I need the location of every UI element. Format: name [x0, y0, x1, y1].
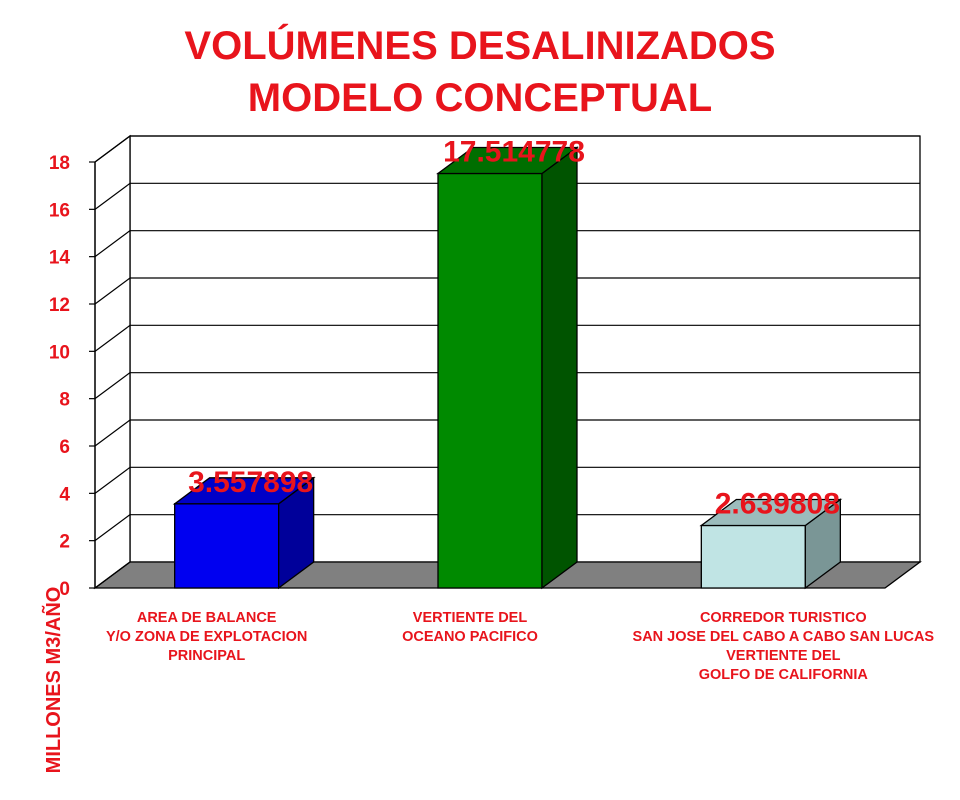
- gridline-diagonal: [94, 419, 131, 447]
- y-tick-label: 14: [49, 248, 71, 269]
- bar-side: [541, 146, 578, 590]
- x-tick-label: GOLFO DE CALIFORNIA: [699, 667, 869, 683]
- bar-front: [700, 524, 806, 589]
- y-tick-label: 8: [59, 390, 70, 411]
- plot-side-wall: [94, 134, 131, 590]
- x-tick-label: SAN JOSE DEL CABO A CABO SAN LUCAS: [633, 629, 935, 645]
- y-tick-labels: 0 2 4 6 8 10 12 14 16 18: [49, 153, 71, 600]
- x-tick-labels: AREA DE BALANCE Y/O ZONA DE EXPLOTACION PR…: [106, 610, 934, 683]
- gridline-diagonal: [94, 277, 131, 305]
- gridline-diagonal: [94, 372, 131, 400]
- gridline-diagonal: [94, 561, 131, 589]
- bars: [172, 146, 843, 590]
- bar-top: [436, 146, 579, 175]
- data-label: 3.557898: [188, 466, 313, 499]
- bar: [436, 146, 579, 590]
- x-tick-label: Y/O ZONA DE EXPLOTACION: [106, 629, 307, 645]
- y-axis-label: MILLONES M3/AÑO: [43, 586, 65, 774]
- y-tick-label: 0: [59, 579, 70, 600]
- chart-title-line-2: MODELO CONCEPTUAL: [247, 76, 713, 120]
- data-label: 17.514778: [443, 135, 585, 168]
- y-tick-label: 12: [49, 295, 70, 316]
- gridline-diagonal: [94, 135, 131, 163]
- bar-chart: 0 2 4 6 8 10 12 14 16 18 3.557898 17.514778 2.639808…: [49, 134, 934, 683]
- x-tick-label: PRINCIPAL: [168, 648, 245, 664]
- x-tick-label: AREA DE BALANCE: [137, 610, 277, 626]
- gridline-diagonal: [94, 230, 131, 258]
- gridline-diagonal: [94, 514, 131, 542]
- x-tick-label: VERTIENTE DEL: [413, 610, 528, 626]
- y-tick-label: 18: [49, 153, 70, 174]
- x-tick-label: VERTIENTE DEL: [726, 648, 841, 664]
- y-tick-label: 2: [59, 532, 70, 553]
- bar-top: [699, 498, 843, 527]
- bar: [699, 498, 843, 590]
- data-label: 2.639808: [715, 488, 840, 521]
- x-tick-label: CORREDOR TURISTICO: [700, 610, 867, 626]
- y-tick-label: 4: [59, 484, 70, 505]
- gridline-diagonal: [94, 324, 131, 352]
- bar: [172, 476, 316, 590]
- y-tick-label: 6: [59, 437, 70, 458]
- chart-title-line-1: VOLÚMENES DESALINIZADOS: [184, 24, 776, 68]
- gridline-diagonal: [94, 182, 131, 210]
- gridline-diagonal: [94, 466, 131, 494]
- y-tick-label: 10: [49, 342, 70, 363]
- x-tick-label: OCEANO PACIFICO: [402, 629, 538, 645]
- bar-top: [172, 477, 316, 505]
- bar-front: [437, 172, 543, 589]
- bar-front: [174, 503, 280, 589]
- y-tick-label: 16: [49, 200, 70, 221]
- data-labels: 3.557898 17.514778 2.639808: [188, 135, 840, 520]
